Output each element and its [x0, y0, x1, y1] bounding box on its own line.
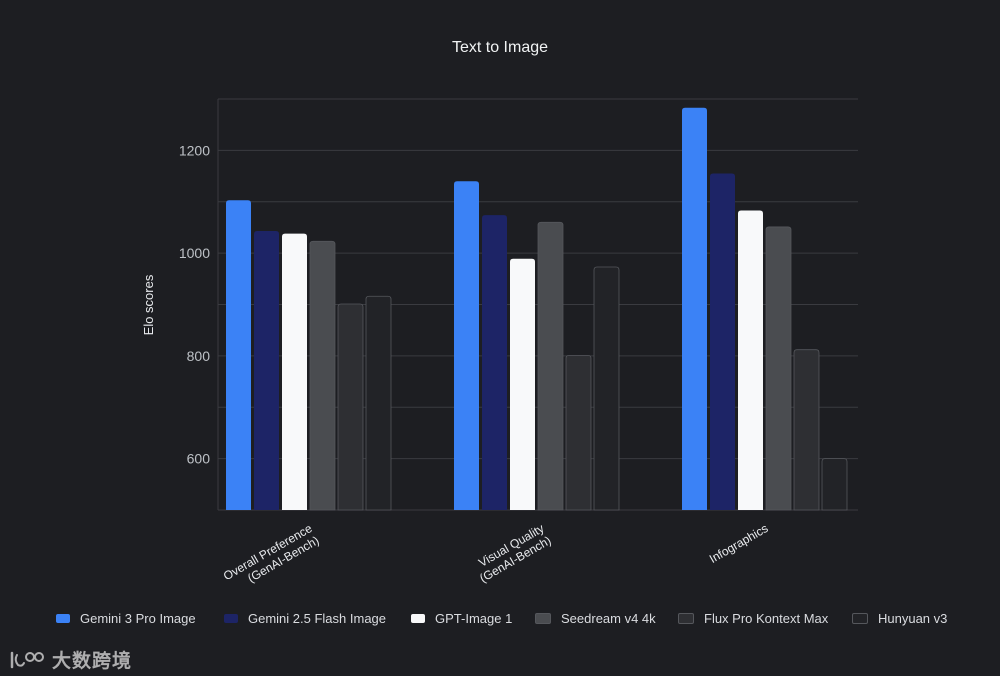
y-tick-label: 800: [187, 348, 211, 364]
chart-plot: 600 800 1000 1200 Overall Preference(GenAI-…: [141, 98, 858, 585]
bar: [309, 240, 336, 511]
bar: [482, 215, 507, 511]
legend-item: Gemini 2.5 Flash Image: [224, 611, 386, 626]
legend-swatch: [56, 614, 70, 623]
x-category-label: Infographics: [707, 521, 771, 566]
bar: [710, 173, 735, 510]
y-tick-label: 1000: [179, 245, 210, 261]
bar: [454, 181, 479, 510]
watermark: 大数跨境: [8, 646, 132, 673]
legend-label: Gemini 2.5 Flash Image: [248, 611, 387, 626]
legend-item: Hunyuan v3: [852, 611, 947, 626]
bar: [226, 200, 251, 511]
chart-title: Text to Image: [451, 39, 549, 56]
legend-swatch: [411, 614, 425, 623]
bar: [282, 233, 307, 511]
legend-label: Flux Pro Kontext Max: [704, 611, 829, 626]
legend-swatch: [852, 613, 868, 624]
legend: Gemini 3 Pro Image Gemini 2.5 Flash Image…: [56, 611, 956, 631]
legend-label: Seedream v4 4k: [561, 611, 656, 626]
y-tick-label: 600: [187, 451, 211, 467]
legend-label: GPT-Image 1: [435, 611, 513, 626]
bar: [537, 221, 564, 511]
legend-item: Seedream v4 4k: [535, 611, 656, 626]
bar: [821, 458, 848, 511]
bar-group: [226, 107, 848, 511]
bar: [682, 107, 707, 510]
legend-swatch: [535, 613, 551, 624]
y-axis-ticks: 600 800 1000 1200: [179, 142, 210, 466]
x-category-label-line: Infographics: [707, 521, 771, 566]
x-axis-categories: Overall Preference(GenAI-Bench) Visual Qu…: [221, 521, 771, 585]
watermark-text: 大数跨境: [52, 651, 133, 672]
watermark-logo-icon: [10, 651, 44, 668]
bar: [254, 231, 279, 510]
x-category-label: Visual Quality(GenAI-Bench): [476, 521, 553, 585]
bar: [765, 226, 792, 511]
legend-label: Hunyuan v3: [878, 611, 948, 626]
bar: [738, 210, 763, 510]
bar: [337, 303, 364, 511]
bar: [593, 266, 620, 511]
legend-item: Gemini 3 Pro Image: [56, 611, 196, 626]
y-tick-label: 1200: [179, 142, 210, 158]
bar: [793, 349, 820, 511]
x-category-label: Overall Preference(GenAI-Bench): [221, 521, 322, 585]
legend-swatch: [678, 613, 694, 624]
legend-label: Gemini 3 Pro Image: [80, 611, 196, 626]
legend-swatch: [224, 614, 238, 623]
bar: [510, 258, 535, 510]
bar: [365, 295, 392, 511]
y-axis-title: Elo scores: [141, 274, 156, 335]
legend-item: Flux Pro Kontext Max: [678, 611, 828, 626]
bar: [565, 354, 592, 511]
legend-item: GPT-Image 1: [411, 611, 512, 626]
